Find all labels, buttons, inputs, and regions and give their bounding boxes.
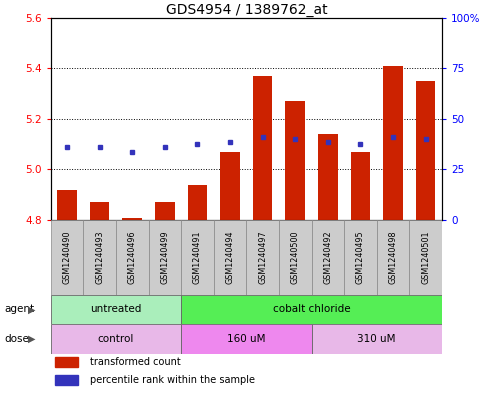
Text: percentile rank within the sample: percentile rank within the sample <box>90 375 255 385</box>
Bar <box>57 190 77 220</box>
Text: GSM1240492: GSM1240492 <box>323 231 332 284</box>
Bar <box>246 220 279 295</box>
Bar <box>187 185 207 220</box>
Text: GSM1240494: GSM1240494 <box>226 231 235 284</box>
Text: agent: agent <box>5 305 35 314</box>
Bar <box>55 375 78 385</box>
Bar <box>318 134 338 220</box>
Text: GSM1240497: GSM1240497 <box>258 231 267 284</box>
Text: GSM1240491: GSM1240491 <box>193 231 202 284</box>
Bar <box>351 152 370 220</box>
Text: GSM1240495: GSM1240495 <box>356 231 365 284</box>
Text: GSM1240493: GSM1240493 <box>95 231 104 284</box>
Title: GDS4954 / 1389762_at: GDS4954 / 1389762_at <box>166 3 327 17</box>
Bar <box>90 202 109 220</box>
Bar <box>181 295 442 324</box>
Bar <box>155 202 175 220</box>
Bar <box>51 220 84 295</box>
Bar <box>384 66 403 220</box>
Text: 160 uM: 160 uM <box>227 334 266 344</box>
Text: GSM1240499: GSM1240499 <box>160 231 170 284</box>
Text: ▶: ▶ <box>28 334 35 344</box>
Text: control: control <box>98 334 134 344</box>
Bar <box>181 220 213 295</box>
Text: GSM1240501: GSM1240501 <box>421 231 430 284</box>
Bar <box>181 324 312 354</box>
Text: GSM1240500: GSM1240500 <box>291 231 300 284</box>
Text: GSM1240490: GSM1240490 <box>62 231 71 284</box>
Bar <box>55 357 78 367</box>
Bar <box>84 220 116 295</box>
Text: untreated: untreated <box>90 305 142 314</box>
Bar <box>279 220 312 295</box>
Bar <box>312 220 344 295</box>
Bar <box>416 81 436 220</box>
Bar <box>344 220 377 295</box>
Text: GSM1240496: GSM1240496 <box>128 231 137 284</box>
Bar <box>312 324 442 354</box>
Bar <box>116 220 149 295</box>
Bar <box>149 220 181 295</box>
Bar <box>214 220 246 295</box>
Bar <box>285 101 305 220</box>
Text: dose: dose <box>5 334 30 344</box>
Text: transformed count: transformed count <box>90 357 181 367</box>
Bar <box>51 324 181 354</box>
Bar <box>51 295 181 324</box>
Text: ▶: ▶ <box>28 305 35 314</box>
Text: 310 uM: 310 uM <box>357 334 396 344</box>
Bar <box>123 218 142 220</box>
Bar <box>410 220 442 295</box>
Text: GSM1240498: GSM1240498 <box>388 231 398 284</box>
Text: cobalt chloride: cobalt chloride <box>273 305 350 314</box>
Bar <box>377 220 410 295</box>
Bar <box>220 152 240 220</box>
Bar <box>253 76 272 220</box>
